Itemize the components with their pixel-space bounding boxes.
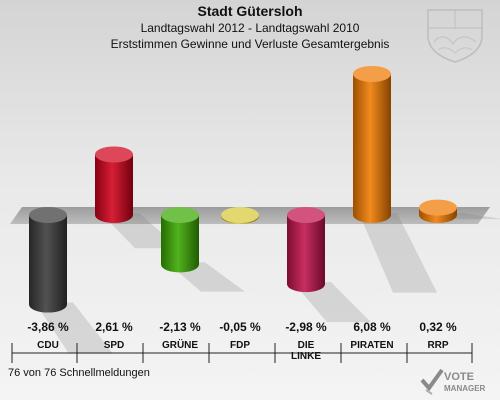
logo-text-manager: MANAGER bbox=[444, 384, 486, 393]
bar-cap bbox=[419, 199, 457, 216]
bar-body bbox=[95, 154, 133, 223]
bar-cap bbox=[221, 207, 259, 223]
category-label: GRÜNE bbox=[162, 338, 198, 351]
bar-body bbox=[29, 215, 67, 313]
value-label: -2,98 % bbox=[285, 320, 327, 334]
category-label: PIRATEN bbox=[350, 340, 393, 351]
category-axis: CDU SPD GRÜNE FDP DIE LINKE PIRATEN RRP bbox=[11, 338, 473, 363]
value-label: 0,32 % bbox=[419, 320, 457, 334]
category-label: RRP bbox=[427, 340, 448, 351]
bar-shadow bbox=[35, 302, 113, 354]
bar bbox=[419, 199, 457, 223]
bar-cap bbox=[95, 146, 133, 163]
value-labels-group: -3,86 % 2,61 % -2,13 % -0,05 % -2,98 % 6,08 %… bbox=[27, 320, 457, 334]
chart-subtitle-election: Landtagswahl 2012 - Landtagswahl 2010 bbox=[140, 21, 360, 35]
category-label: DIE LINKE bbox=[291, 340, 321, 362]
value-label: 2,61 % bbox=[95, 320, 133, 334]
value-label: -3,86 % bbox=[27, 320, 69, 334]
bar-body bbox=[353, 73, 391, 223]
chart-title: Stadt Gütersloh bbox=[197, 3, 303, 19]
bar bbox=[161, 207, 199, 273]
bar-cap bbox=[287, 207, 325, 223]
category-label: CDU bbox=[37, 340, 59, 351]
category-label: FDP bbox=[230, 340, 250, 351]
value-label: -0,05 % bbox=[219, 320, 261, 334]
bars-group bbox=[29, 65, 457, 313]
vote-manager-logo: VOTE MANAGER bbox=[420, 368, 486, 395]
bar bbox=[95, 146, 133, 223]
bar-cap bbox=[353, 65, 391, 82]
bar-cap bbox=[29, 207, 67, 223]
value-label: -2,13 % bbox=[159, 320, 201, 334]
chart-subtitle-type: Erststimmen Gewinne und Verluste Gesamte… bbox=[110, 37, 390, 51]
category-label: SPD bbox=[104, 340, 125, 351]
bar bbox=[221, 207, 259, 225]
bar-body bbox=[161, 215, 199, 273]
logo-text-vote: VOTE bbox=[444, 371, 474, 383]
nrw-coat-of-arms-icon bbox=[427, 9, 483, 63]
bar bbox=[353, 65, 391, 223]
report-status: 76 von 76 Schnellmeldungen bbox=[8, 367, 150, 379]
bar-body bbox=[287, 215, 325, 293]
value-label: 6,08 % bbox=[353, 320, 391, 334]
bar-shadow bbox=[293, 282, 371, 323]
vote-manager-check-icon bbox=[420, 368, 444, 395]
bar-shadow bbox=[359, 213, 437, 293]
bar bbox=[287, 207, 325, 293]
bar-cap bbox=[161, 207, 199, 223]
bar bbox=[29, 207, 67, 313]
